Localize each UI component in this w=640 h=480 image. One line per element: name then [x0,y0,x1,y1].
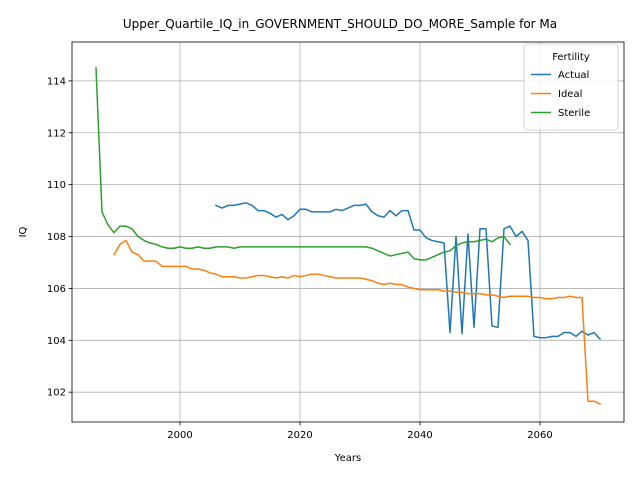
chart-title: Upper_Quartile_IQ_in_GOVERNMENT_SHOULD_D… [123,17,557,31]
y-tick-label: 104 [47,336,66,347]
y-tick-label: 112 [47,128,66,139]
legend-label-actual: Actual [558,70,589,81]
series-line-sterile [95,67,512,261]
legend-box [523,43,619,131]
x-tick-label: 2000 [167,430,192,441]
legend: Fertility Actual Ideal Sterile [523,43,619,131]
legend-label-sterile: Sterile [558,108,590,119]
y-tick-label: 114 [47,76,66,87]
legend-items: Actual Ideal Sterile [531,70,590,119]
series-line-actual [215,202,602,341]
axis-ticks: 2000 2020 2040 2060 102 104 106 108 110 112 114 [47,76,553,441]
legend-label-ideal: Ideal [558,89,582,100]
y-tick-label: 102 [47,388,66,399]
y-axis-title: IQ [18,226,29,237]
series-lines [95,67,602,405]
x-tick-label: 2040 [407,430,432,441]
legend-title: Fertility [552,52,590,63]
x-tick-label: 2020 [287,430,312,441]
x-axis-title: Years [334,453,361,464]
y-tick-label: 106 [47,284,66,295]
x-tick-label: 2060 [527,430,552,441]
y-tick-label: 110 [47,180,66,191]
y-tick-label: 108 [47,232,66,243]
series-line-ideal [112,239,601,405]
plot-area-frame [71,41,625,423]
